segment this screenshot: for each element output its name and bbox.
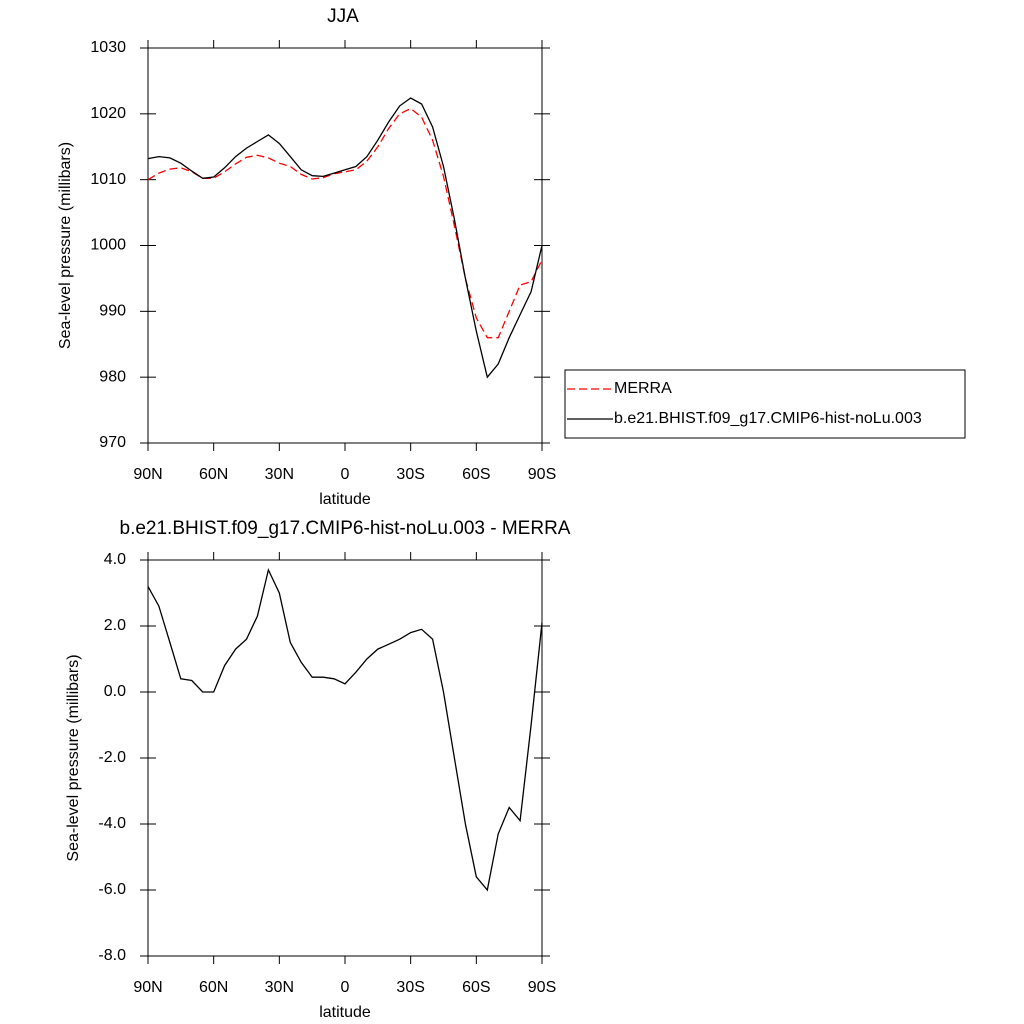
x-tick-label: 90S — [528, 466, 556, 483]
chart-title: b.e21.BHIST.f09_g17.CMIP6-hist-noLu.003 … — [120, 518, 571, 539]
y-tick-label: 990 — [99, 303, 126, 320]
y-tick-label: -6.0 — [98, 881, 126, 898]
legend-label: b.e21.BHIST.f09_g17.CMIP6-hist-noLu.003 — [614, 410, 922, 427]
x-tick-label: 60N — [199, 979, 228, 996]
x-tick-label: 30S — [396, 466, 424, 483]
legend-box — [564, 369, 966, 439]
x-tick-label: 30N — [265, 979, 294, 996]
x-tick-label: 0 — [341, 979, 350, 996]
y-axis-label: Sea-level pressure (millibars) — [65, 654, 82, 861]
x-tick-label: 60S — [462, 466, 490, 483]
x-tick-label: 90N — [133, 466, 162, 483]
y-tick-label: -4.0 — [98, 815, 126, 832]
y-axis-label: Sea-level pressure (millibars) — [57, 142, 74, 349]
series-line — [147, 97, 543, 379]
y-tick-label: 1030 — [90, 39, 126, 56]
plot-frame — [147, 47, 543, 444]
legend-label: MERRA — [614, 380, 672, 397]
y-tick-label: 1010 — [90, 171, 126, 188]
y-tick-label: -8.0 — [98, 947, 126, 964]
y-tick-label: 2.0 — [104, 617, 126, 634]
x-axis-label: latitude — [319, 491, 371, 508]
x-tick-label: 90S — [528, 979, 556, 996]
x-axis-label: latitude — [319, 1004, 371, 1021]
x-tick-label: 30S — [396, 979, 424, 996]
x-tick-label: 0 — [341, 466, 350, 483]
y-tick-label: 4.0 — [104, 551, 126, 568]
y-tick-label: -2.0 — [98, 749, 126, 766]
y-tick-label: 980 — [99, 368, 126, 385]
y-tick-label: 970 — [99, 434, 126, 451]
series-line — [147, 107, 543, 339]
x-tick-label: 60N — [199, 466, 228, 483]
x-tick-label: 60S — [462, 979, 490, 996]
y-tick-label: 1020 — [90, 105, 126, 122]
x-tick-label: 30N — [265, 466, 294, 483]
plot-frame — [147, 559, 543, 957]
chart-title: JJA — [327, 6, 359, 27]
x-tick-label: 90N — [133, 979, 162, 996]
y-tick-label: 0.0 — [104, 683, 126, 700]
series-line — [147, 567, 543, 892]
y-tick-label: 1000 — [90, 237, 126, 254]
